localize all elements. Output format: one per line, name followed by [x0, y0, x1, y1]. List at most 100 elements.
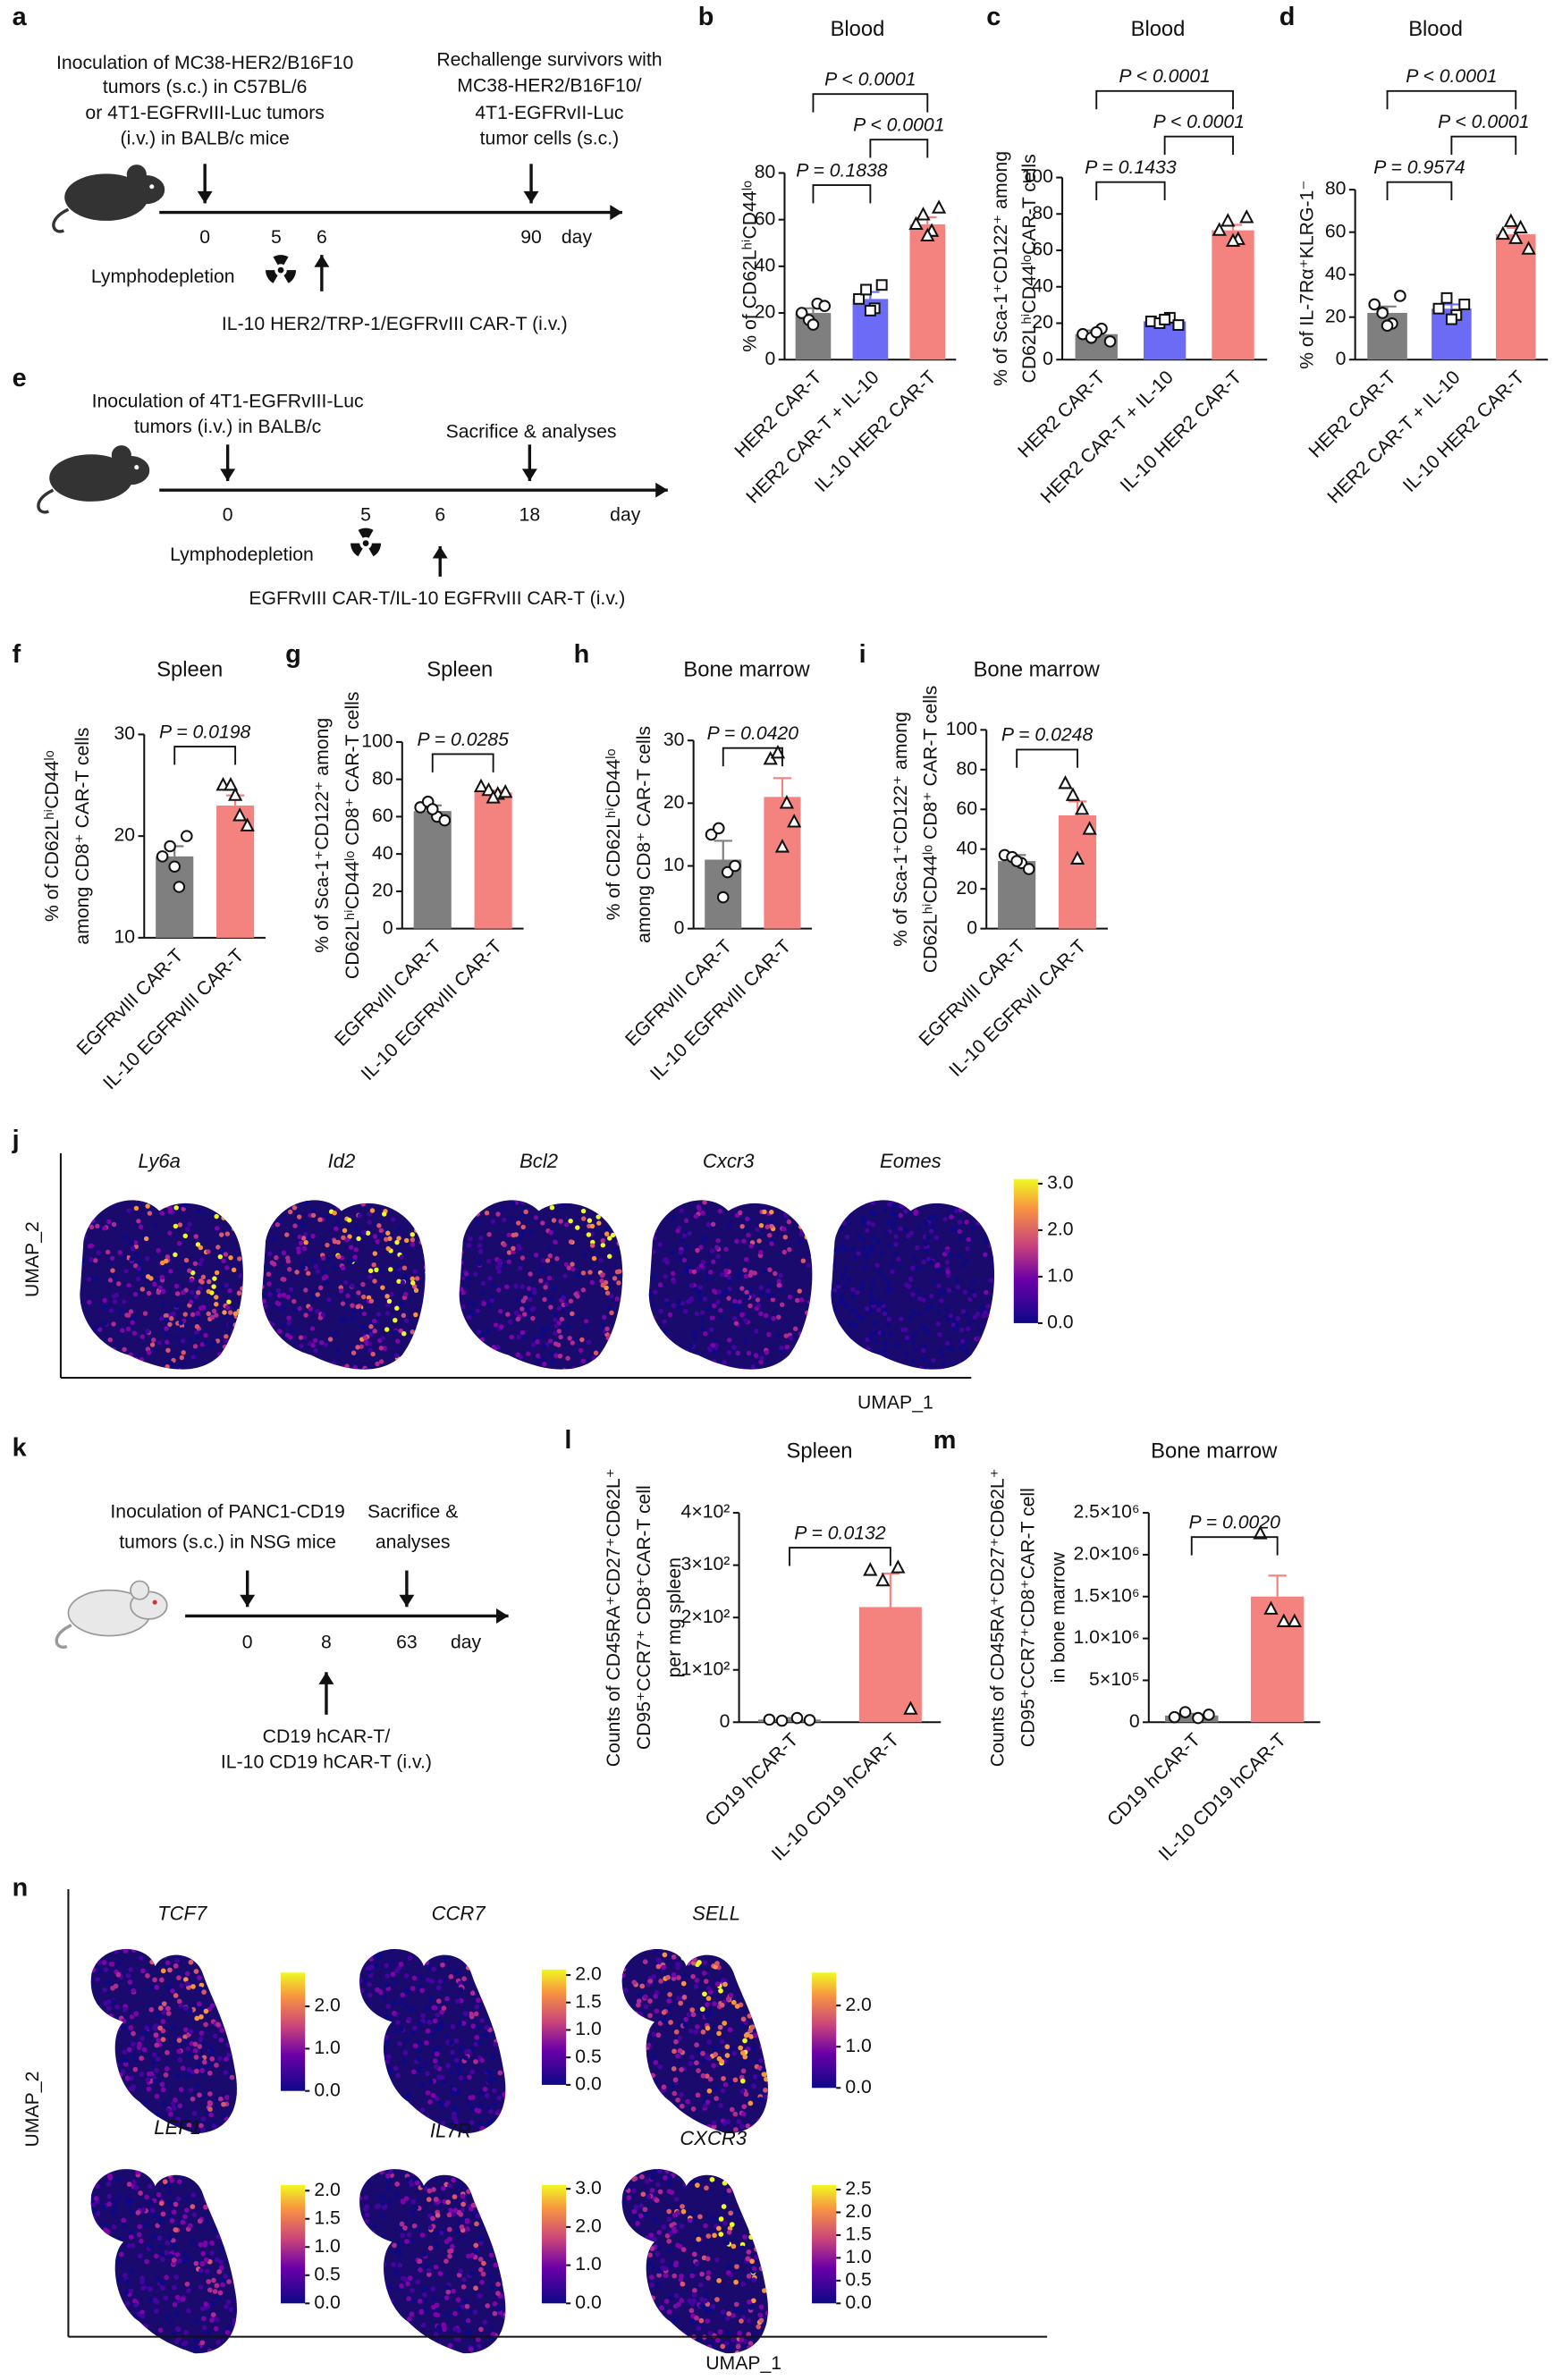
umap-cells — [621, 2169, 768, 2354]
umap-cell — [441, 2322, 447, 2328]
umap-cell — [186, 2067, 192, 2072]
umap-cell — [700, 2029, 706, 2035]
umap-cell — [218, 1994, 224, 2000]
umap-cell — [363, 1368, 369, 1370]
umap-cell — [723, 1372, 728, 1377]
umap-cell — [240, 2261, 245, 2266]
umap-cell — [493, 2213, 499, 2219]
umap-cell — [233, 1331, 240, 1337]
umap-cell — [139, 2055, 145, 2061]
umap-cell — [448, 1949, 454, 1952]
umap-cell — [118, 2301, 124, 2308]
umap-cell — [217, 1192, 222, 1196]
umap-cell — [492, 1200, 497, 1204]
umap-cell — [340, 1301, 346, 1306]
umap-cell — [480, 1964, 486, 1971]
umap-cell — [99, 2239, 105, 2244]
umap-cell — [693, 1984, 699, 1989]
umap-cell — [658, 1308, 663, 1314]
colorbar-tick-label: 2.0 — [575, 1964, 601, 1985]
umap-cell — [503, 2207, 506, 2213]
umap-cell — [667, 1312, 673, 1318]
umap-cell — [681, 1994, 688, 2000]
umap-cell — [517, 1236, 523, 1241]
chart-title: Blood — [1131, 17, 1186, 41]
umap-cell — [507, 2006, 512, 2012]
umap-cell — [978, 1349, 984, 1355]
umap-cell — [350, 2273, 355, 2278]
umap-cell — [238, 1989, 243, 1995]
umap-cell — [747, 1191, 751, 1195]
umap-cell — [451, 1292, 455, 1296]
colorbar-tick-label: 2.0 — [314, 1996, 340, 2016]
umap-cell — [408, 1205, 413, 1211]
umap-cell — [192, 2047, 198, 2054]
umap-cell — [617, 1269, 622, 1274]
umap-cell — [861, 1236, 866, 1242]
umap-cell — [765, 2331, 768, 2337]
umap-cell — [662, 2127, 668, 2133]
umap-cell — [198, 1261, 203, 1267]
umap-cell — [94, 1361, 100, 1367]
umap-cell — [759, 2120, 765, 2125]
umap-cell — [804, 1234, 809, 1240]
umap-cell — [402, 2225, 408, 2231]
umap-cell — [626, 2195, 632, 2200]
p-value-label: P < 0.0001 — [1153, 112, 1245, 132]
umap-cell — [747, 2131, 754, 2134]
umap-cell — [667, 2174, 672, 2181]
umap-cell — [635, 1182, 639, 1186]
umap-cell — [155, 2056, 161, 2063]
umap-cell — [99, 2284, 106, 2291]
umap-cell — [724, 2053, 731, 2058]
umap-cell — [887, 1243, 892, 1248]
umap-cell — [156, 2191, 162, 2198]
umap-cell — [731, 1304, 737, 1309]
umap-cell — [474, 1988, 480, 1995]
umap-cell — [456, 2065, 461, 2072]
y-tick-label: 0 — [674, 917, 685, 938]
umap-cell — [70, 1358, 74, 1363]
umap-cell — [431, 2173, 436, 2179]
p-value-label: P = 0.0248 — [1001, 725, 1094, 746]
umap-cell — [299, 1343, 304, 1348]
umap-cell — [505, 2241, 506, 2248]
umap-cell — [132, 1240, 139, 1245]
umap-cell — [116, 2236, 122, 2242]
data-point — [1276, 1613, 1291, 1627]
bar — [1165, 1715, 1219, 1723]
umap-cell — [769, 2095, 774, 2100]
umap-cell — [99, 2328, 106, 2334]
umap-cell — [553, 1353, 559, 1358]
umap-cell — [891, 1203, 898, 1209]
umap-cell — [666, 2112, 672, 2118]
umap-cell — [877, 1270, 883, 1276]
umap-cell — [891, 1223, 896, 1228]
umap-cell — [748, 2234, 754, 2241]
umap-cell — [639, 1199, 644, 1203]
umap-cell — [154, 1984, 160, 1990]
umap-cell — [652, 1203, 658, 1210]
umap-cell — [111, 2336, 116, 2342]
umap-cell — [767, 1267, 773, 1272]
umap-cell — [494, 2251, 501, 2258]
p-value-label: P < 0.0001 — [1406, 66, 1497, 87]
umap-cell — [548, 1296, 554, 1302]
umap-cell — [225, 1201, 231, 1206]
umap-cell — [377, 2296, 383, 2301]
umap-cell — [224, 1940, 230, 1945]
umap-cell — [276, 1329, 283, 1334]
umap-cell — [162, 1200, 168, 1203]
umap-cell — [456, 2336, 461, 2342]
umap-cell — [200, 1304, 207, 1310]
umap-cell — [776, 1314, 781, 1320]
umap-cell — [765, 1288, 771, 1294]
umap-cell — [970, 1279, 976, 1285]
umap-cell — [109, 1352, 114, 1357]
umap-cell — [688, 1283, 694, 1288]
umap-cell — [285, 1295, 291, 1300]
umap-cell — [627, 1302, 631, 1306]
umap-cell — [687, 1230, 692, 1236]
umap-cell — [84, 2065, 89, 2071]
umap-cell — [303, 1239, 308, 1245]
